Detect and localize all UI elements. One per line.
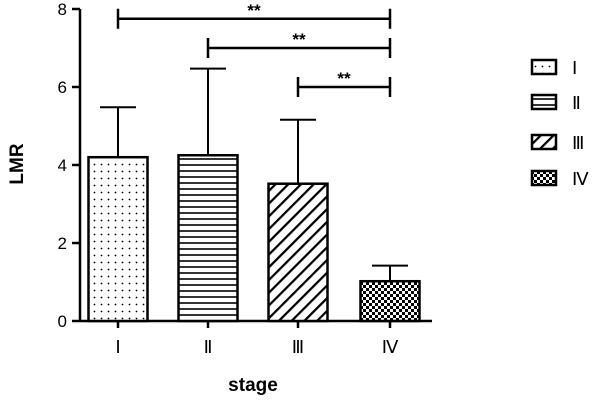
x-tick-label: Ⅳ	[382, 337, 399, 357]
legend-label: Ⅲ	[572, 133, 584, 153]
bar	[267, 182, 329, 323]
legend-label: Ⅱ	[572, 93, 581, 113]
y-tick-label: 2	[58, 234, 67, 253]
y-axis-title: LMR	[7, 143, 28, 184]
significance-label: **	[337, 69, 351, 88]
bars	[87, 154, 421, 323]
error-bars	[100, 67, 408, 282]
x-axis-title: stage	[228, 375, 278, 396]
significance-label: **	[247, 1, 261, 20]
x-tick-label: Ⅲ	[292, 337, 304, 357]
significance-brackets: ** ** **	[116, 1, 392, 97]
legend-swatch	[530, 133, 558, 151]
y-axis: 0 2 4 6 8	[58, 0, 82, 331]
significance-label: **	[292, 30, 306, 49]
legend-label: Ⅳ	[572, 169, 589, 189]
y-tick-label: 4	[58, 156, 67, 175]
legend-swatch	[530, 93, 558, 111]
bar	[359, 279, 421, 323]
y-tick-label: 0	[58, 312, 67, 331]
y-tick-label: 8	[58, 0, 67, 19]
legend: Ⅰ Ⅱ Ⅲ Ⅳ	[530, 58, 589, 189]
bar	[177, 154, 239, 323]
legend-label: Ⅰ	[572, 58, 577, 78]
x-tick-label: Ⅰ	[115, 337, 120, 357]
bar	[87, 155, 149, 323]
legend-swatch	[530, 169, 558, 187]
legend-swatch	[530, 58, 558, 76]
x-axis: Ⅰ Ⅱ Ⅲ Ⅳ	[80, 319, 432, 357]
y-tick-label: 6	[58, 78, 67, 97]
x-tick-label: Ⅱ	[204, 337, 213, 357]
